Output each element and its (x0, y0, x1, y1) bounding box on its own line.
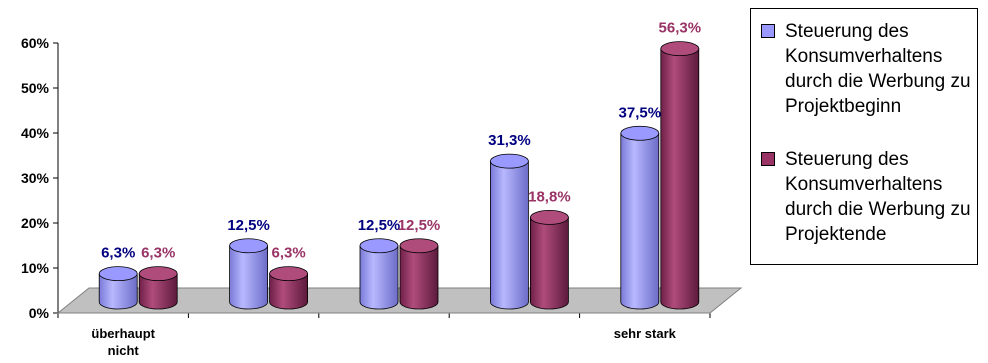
bar-series-1 (489, 153, 529, 310)
data-label-series-1: 12,5% (358, 217, 401, 234)
y-tick-label: 40% (21, 125, 50, 141)
data-label-series-2: 12,5% (398, 217, 441, 234)
bar-cylinder-top (138, 266, 178, 282)
bar-series-1 (229, 238, 269, 310)
chart-floor-layer (56, 287, 743, 314)
bar-series-2 (399, 238, 439, 310)
x-category-label: überhaupt nicht (91, 326, 155, 358)
bars-layer (98, 41, 700, 310)
bar-cylinder-top (530, 209, 569, 225)
bar-cylinder-top (98, 266, 138, 282)
x-category-label: sehr stark (614, 326, 677, 341)
bar-cylinder-body (490, 160, 529, 310)
chart-floor (56, 287, 743, 314)
bar-cylinder-body (359, 245, 399, 310)
bar-series-1 (620, 125, 660, 310)
data-label-series-1: 37,5% (619, 104, 662, 121)
bar-series-2 (660, 41, 700, 310)
bar-cylinder-top (620, 125, 660, 141)
bar-series-1 (98, 266, 138, 310)
bar-cylinder-body (98, 273, 138, 310)
legend-label-series-1: Steuerung des Konsumverhaltens durch die… (785, 21, 971, 117)
legend: Steuerung des Konsumverhaltens durch die… (750, 8, 978, 265)
data-label-series-2: 18,8% (528, 188, 571, 205)
bar-series-2 (138, 266, 178, 310)
axis-layer: 0% 10% 20% 30% 40% 50% 60% überhaupt nicht sehr s… (21, 35, 711, 358)
y-tick-label: 50% (21, 80, 50, 96)
bar-cylinder-body (530, 217, 569, 310)
data-label-series-2: 56,3% (659, 20, 702, 37)
legend-label-series-2: Steuerung des Konsumverhaltens durch die… (785, 149, 971, 245)
bar-series-2 (530, 209, 569, 310)
data-label-series-1: 31,3% (488, 132, 531, 149)
bar-cylinder-body (660, 48, 700, 310)
bar-cylinder-body (229, 245, 268, 310)
bar-cylinder-body (138, 273, 178, 310)
legend-swatch-series-1 (761, 24, 775, 38)
bar-cylinder-top (660, 41, 700, 57)
y-tick-label: 60% (21, 35, 50, 51)
bar-cylinder-top (399, 238, 439, 254)
data-labels-layer: 6,3%12,5% 12,5%31,3%37,5%6,3% 6,3%12,5%18,… (101, 20, 701, 262)
bar-cylinder-body (399, 245, 439, 310)
data-label-series-1: 12,5% (227, 217, 270, 234)
bar-cylinder-top (229, 238, 269, 254)
bar-cylinder-body (269, 273, 308, 310)
bar-cylinder-top (359, 238, 399, 254)
bar-cylinder-body (620, 132, 660, 310)
legend-swatch-series-2 (761, 152, 775, 166)
y-tick-label: 20% (21, 215, 50, 231)
y-tick-label: 0% (29, 305, 50, 321)
data-label-series-2: 6,3% (141, 245, 175, 262)
bar-cylinder-top (269, 266, 309, 282)
bar-series-2 (269, 266, 309, 310)
data-label-series-1: 6,3% (101, 245, 135, 262)
bar-series-1 (359, 238, 399, 310)
bar-cylinder-top (489, 153, 529, 169)
y-tick-label: 30% (21, 170, 50, 186)
data-label-series-2: 6,3% (271, 245, 305, 262)
y-tick-label: 10% (21, 260, 50, 276)
